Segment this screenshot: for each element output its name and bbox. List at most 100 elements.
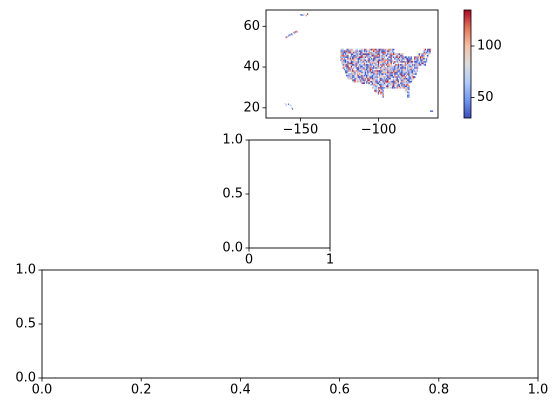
map-cell	[382, 50, 384, 52]
map-cell	[371, 73, 374, 75]
map-cell	[407, 60, 409, 63]
map-cell	[377, 48, 380, 51]
map-cell	[390, 80, 393, 83]
map-cell	[401, 65, 403, 68]
map-cell	[366, 50, 368, 52]
map-cell	[389, 67, 391, 69]
map-cell	[383, 82, 385, 85]
map-cell	[367, 76, 369, 78]
map-cell	[347, 65, 349, 68]
map-cell	[382, 57, 384, 60]
map-cell	[356, 80, 359, 83]
map-cell	[397, 68, 400, 71]
map-cell	[389, 70, 391, 72]
map-cell	[393, 68, 395, 71]
map-cell	[369, 70, 371, 72]
map-cell	[417, 57, 419, 60]
map-cell	[363, 50, 366, 52]
map-cell	[386, 64, 388, 66]
map-cell	[370, 68, 373, 71]
map-cell	[369, 48, 371, 51]
map-cell	[352, 79, 354, 81]
map-cell	[400, 80, 402, 83]
map-cell	[375, 71, 377, 74]
map-cell	[397, 74, 400, 77]
map-cell	[427, 48, 429, 51]
map-cell	[381, 59, 383, 62]
map-cell	[364, 71, 367, 74]
map-cell	[407, 70, 409, 72]
map-cell	[405, 86, 408, 89]
map-cell	[382, 60, 384, 63]
map-cell	[387, 79, 389, 81]
map-cell	[350, 57, 353, 60]
map-cell	[355, 77, 357, 80]
map-cell	[303, 13, 305, 15]
map-cell	[416, 70, 418, 72]
map-cell	[381, 57, 383, 60]
map-cell	[389, 57, 391, 60]
map-cell	[424, 59, 427, 62]
map-cell	[382, 94, 384, 97]
map-cell	[391, 53, 394, 55]
map-cell	[366, 56, 368, 59]
map-cell	[380, 79, 382, 81]
map-cell	[403, 79, 405, 81]
map-cell	[393, 74, 395, 77]
map-cell	[400, 68, 402, 71]
map-cell	[361, 62, 363, 65]
map-cell	[383, 48, 385, 51]
map-cell	[377, 60, 380, 63]
wide-x-tick-label: 0.0	[32, 383, 53, 398]
map-cell	[343, 51, 346, 54]
map-cell	[360, 50, 362, 52]
map-cell	[350, 59, 353, 62]
map-cell	[342, 50, 344, 52]
map-cell	[377, 54, 380, 57]
map-cell	[405, 85, 408, 88]
map-cell	[350, 60, 353, 63]
map-cell	[402, 57, 404, 60]
map-cell	[382, 51, 384, 54]
map-cell	[370, 77, 373, 80]
map-cell	[347, 60, 349, 63]
map-cell	[355, 65, 357, 68]
map-cell	[359, 51, 361, 54]
map-cell	[402, 83, 404, 86]
map-cell	[414, 70, 416, 72]
map-cell	[353, 64, 355, 66]
map-cell	[367, 73, 369, 75]
map-cell	[370, 64, 373, 66]
map-cell	[389, 68, 391, 71]
map-cell	[380, 51, 382, 54]
map-cell	[384, 60, 387, 63]
map-cell	[388, 70, 390, 72]
map-cell	[405, 59, 408, 62]
map-cell	[362, 56, 364, 59]
map-cell	[380, 73, 382, 75]
map-cell	[350, 62, 353, 65]
map-cell	[396, 74, 398, 77]
map-cell	[371, 80, 374, 83]
map-cell	[420, 64, 422, 66]
map-cell	[342, 62, 344, 65]
map-cell	[403, 82, 405, 85]
map-cell	[349, 68, 351, 71]
map-cell	[377, 76, 380, 78]
map-cell	[354, 74, 356, 77]
map-cell	[408, 94, 410, 97]
map-cell	[360, 51, 362, 54]
map-cell	[393, 53, 395, 55]
map-cell	[344, 68, 347, 71]
map-cell	[368, 59, 370, 62]
map-cell	[401, 85, 403, 88]
map-cell	[369, 65, 371, 68]
map-cell	[395, 82, 397, 85]
map-cell	[370, 56, 373, 59]
map-cell	[402, 82, 404, 85]
map-cell	[380, 48, 382, 51]
map-cell	[393, 62, 395, 65]
map-cell	[344, 70, 347, 72]
map-cell	[363, 76, 366, 78]
map-cell	[387, 60, 389, 63]
